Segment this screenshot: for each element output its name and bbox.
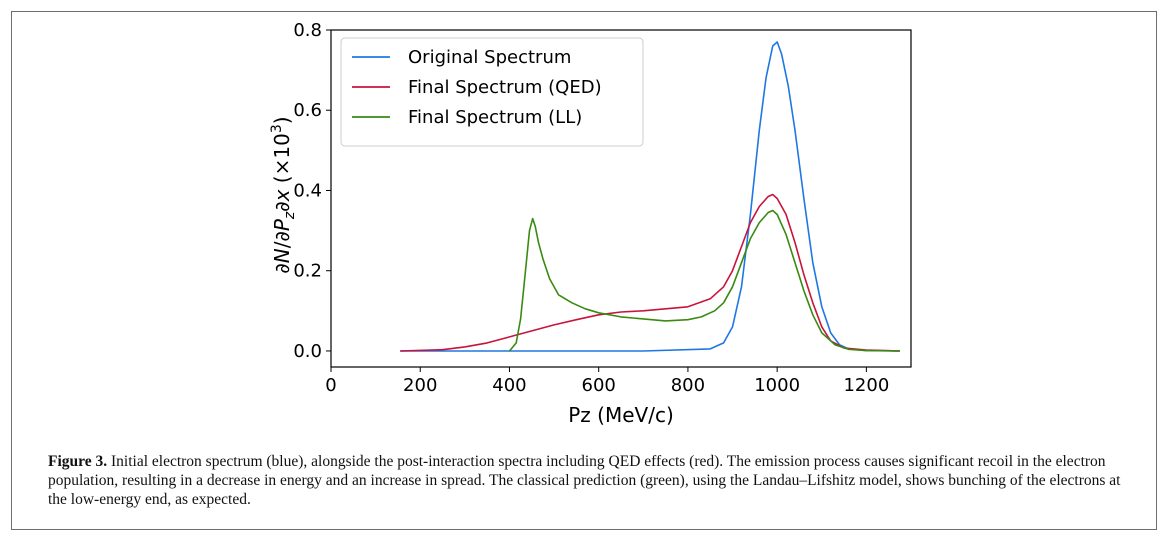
legend-entry: Original Spectrum <box>408 47 571 68</box>
x-axis: 0 200 400 600 800 1000 1200 <box>325 367 889 396</box>
figure-caption: Figure 3. Initial electron spectrum (blu… <box>48 452 1138 509</box>
x-tick-label: 600 <box>582 375 616 396</box>
x-tick-label: 400 <box>492 375 526 396</box>
y-axis-label: ∂N/∂Pz∂x (×103) <box>269 116 298 273</box>
series-line-2 <box>400 193 900 352</box>
y-tick-label: 0.0 <box>293 341 322 362</box>
x-tick-label: 200 <box>403 375 437 396</box>
legend-entry: Final Spectrum (QED) <box>408 77 602 98</box>
series-lines <box>400 41 900 352</box>
caption-text: Initial electron spectrum (blue), alongs… <box>48 453 1121 508</box>
spectrum-chart: 0 200 400 600 800 1000 1200 0.0 0.2 0.4 0.6 0.8 Pz… <box>269 20 912 427</box>
legend: Original Spectrum Final Spectrum (QED) Fin… <box>340 37 644 147</box>
legend-box <box>340 37 644 147</box>
x-tick-label: 1200 <box>843 375 889 396</box>
x-axis-label: Pz (MeV/c) <box>568 403 674 427</box>
series-line-1 <box>400 41 900 352</box>
y-axis: 0.0 0.2 0.4 0.6 0.8 <box>293 20 331 362</box>
y-tick-label: 0.2 <box>293 261 322 282</box>
x-tick-label: 800 <box>671 375 705 396</box>
x-tick-label: 0 <box>325 375 336 396</box>
x-tick-label: 1000 <box>754 375 800 396</box>
y-tick-label: 0.6 <box>293 100 322 121</box>
y-tick-label: 0.8 <box>293 20 322 41</box>
caption-label: Figure 3. <box>48 453 108 470</box>
series-line-3 <box>508 209 900 352</box>
legend-entry: Final Spectrum (LL) <box>408 107 582 128</box>
y-tick-label: 0.4 <box>293 180 322 201</box>
plot-area <box>330 29 912 368</box>
